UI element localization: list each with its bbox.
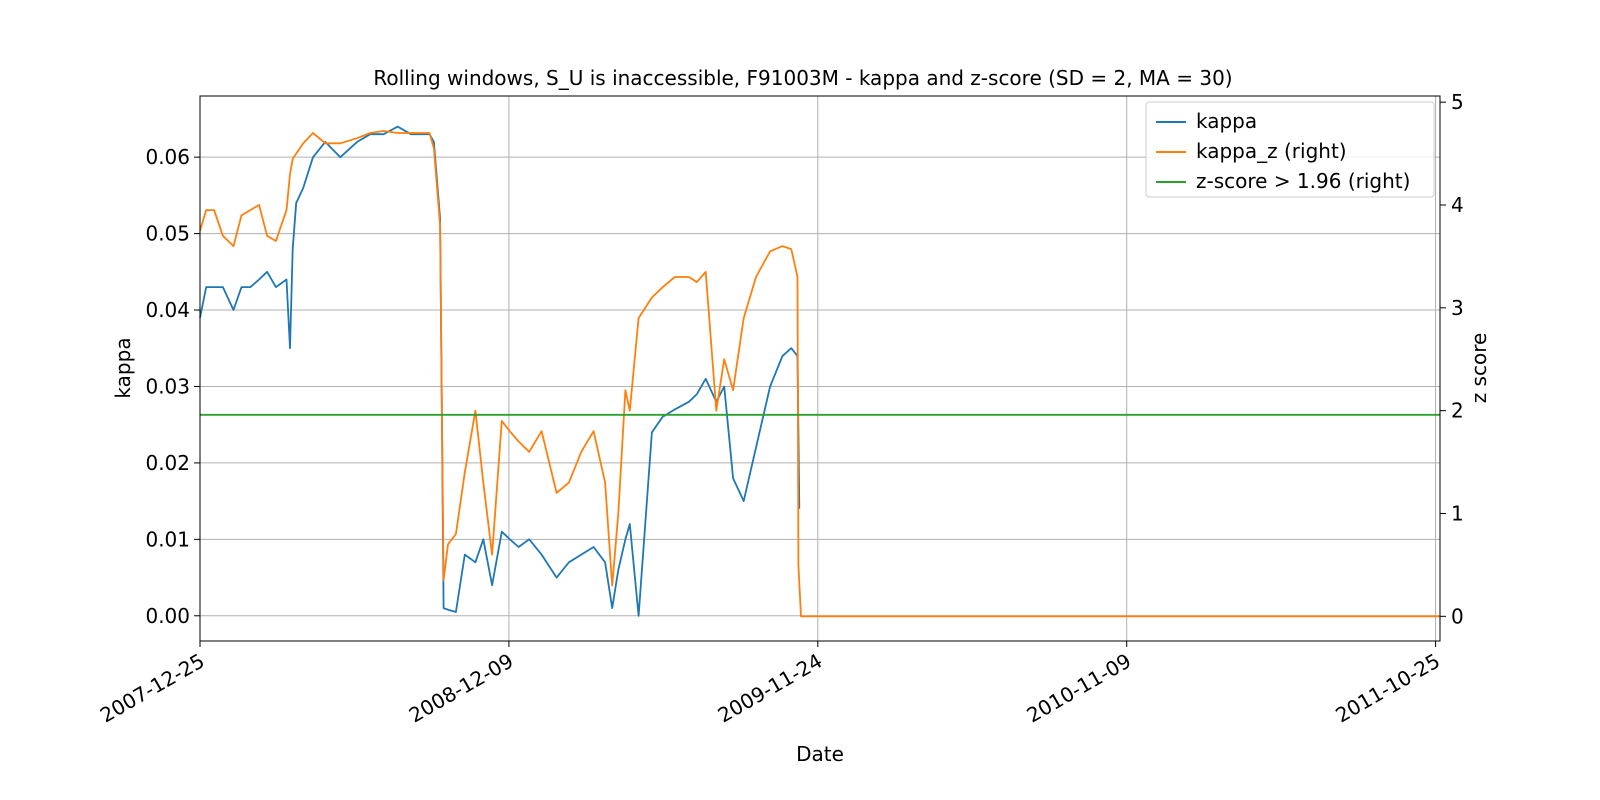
x-tick-label: 2008-12-09: [405, 649, 518, 728]
y-tick-label: 0.04: [145, 298, 190, 322]
y-tick-label: 0.01: [145, 527, 190, 551]
legend-label: kappa_z (right): [1196, 139, 1347, 163]
kappa-z-line: [199, 130, 1440, 618]
legend: kappa kappa_z (right) z-score > 1.96 (righ…: [1145, 101, 1435, 198]
y-axis-label: kappa: [111, 337, 135, 398]
legend-box: [1145, 101, 1435, 198]
x-axis-label: Date: [796, 742, 844, 766]
y-tick-label: 0.03: [145, 374, 190, 398]
y-axis-right: 0 1 2 3 4 5: [1440, 90, 1464, 628]
y-axis-right-label: z score: [1467, 333, 1491, 404]
y-tick-label: 0.06: [145, 145, 190, 169]
y-tick-label: 0.00: [145, 604, 190, 628]
kappa-line: [199, 125, 801, 617]
legend-label: kappa: [1196, 109, 1257, 133]
y-tick-label: 0.05: [145, 222, 190, 246]
y-right-tick-label: 3: [1451, 296, 1464, 320]
x-tick-label: 2007-12-25: [96, 649, 209, 728]
y-right-tick-label: 5: [1451, 90, 1464, 114]
y-right-tick-label: 0: [1451, 604, 1464, 628]
chart-title: Rolling windows, S_U is inaccessible, F9…: [373, 66, 1232, 90]
plot-frame: [199, 95, 1441, 642]
y-right-tick-label: 2: [1451, 399, 1464, 423]
series-layer: [199, 125, 1440, 618]
legend-label: z-score > 1.96 (right): [1196, 169, 1410, 193]
x-axis: 2007-12-25 2008-12-09 2009-11-24 2010-11-09…: [96, 641, 1444, 727]
x-tick-label: 2009-11-24: [714, 649, 827, 728]
y-right-tick-label: 1: [1451, 501, 1464, 525]
y-right-tick-label: 4: [1451, 193, 1464, 217]
y-axis-left: 0.00 0.01 0.02 0.03 0.04 0.05 0.06: [145, 145, 200, 628]
y-tick-label: 0.02: [145, 451, 190, 475]
x-tick-label: 2011-10-25: [1331, 649, 1444, 728]
x-tick-label: 2010-11-09: [1023, 649, 1136, 728]
